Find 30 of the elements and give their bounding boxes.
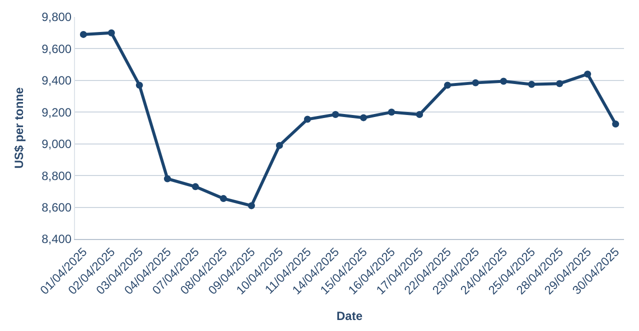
point: [416, 111, 424, 118]
point: [164, 175, 171, 182]
y-tick-label: 9,800: [42, 10, 72, 24]
y-tick-label: 9,400: [42, 74, 72, 88]
point: [584, 70, 592, 78]
point: [136, 82, 143, 89]
point: [528, 80, 536, 88]
point: [500, 78, 508, 85]
point: [220, 195, 227, 202]
x-axis-title: Date: [336, 309, 363, 324]
y-tick-label: 8,800: [42, 168, 72, 183]
point: [192, 183, 199, 190]
point: [612, 120, 620, 128]
point: [360, 114, 368, 122]
y-tick-label: 9,000: [42, 137, 72, 152]
point: [556, 80, 564, 88]
y-tick-label: 9,200: [42, 105, 72, 120]
point: [388, 108, 396, 116]
point: [108, 29, 115, 36]
point: [248, 202, 255, 210]
point: [304, 116, 311, 123]
y-tick-label: 8,600: [42, 200, 72, 214]
y-tick-label: 8,400: [42, 232, 72, 246]
point: [276, 142, 283, 149]
y-tick-label: 9,600: [42, 42, 72, 56]
point: [444, 82, 452, 89]
point: [472, 79, 480, 86]
point: [332, 111, 339, 118]
point: [80, 30, 87, 38]
y-axis-title: US$ per tonne: [12, 87, 26, 169]
